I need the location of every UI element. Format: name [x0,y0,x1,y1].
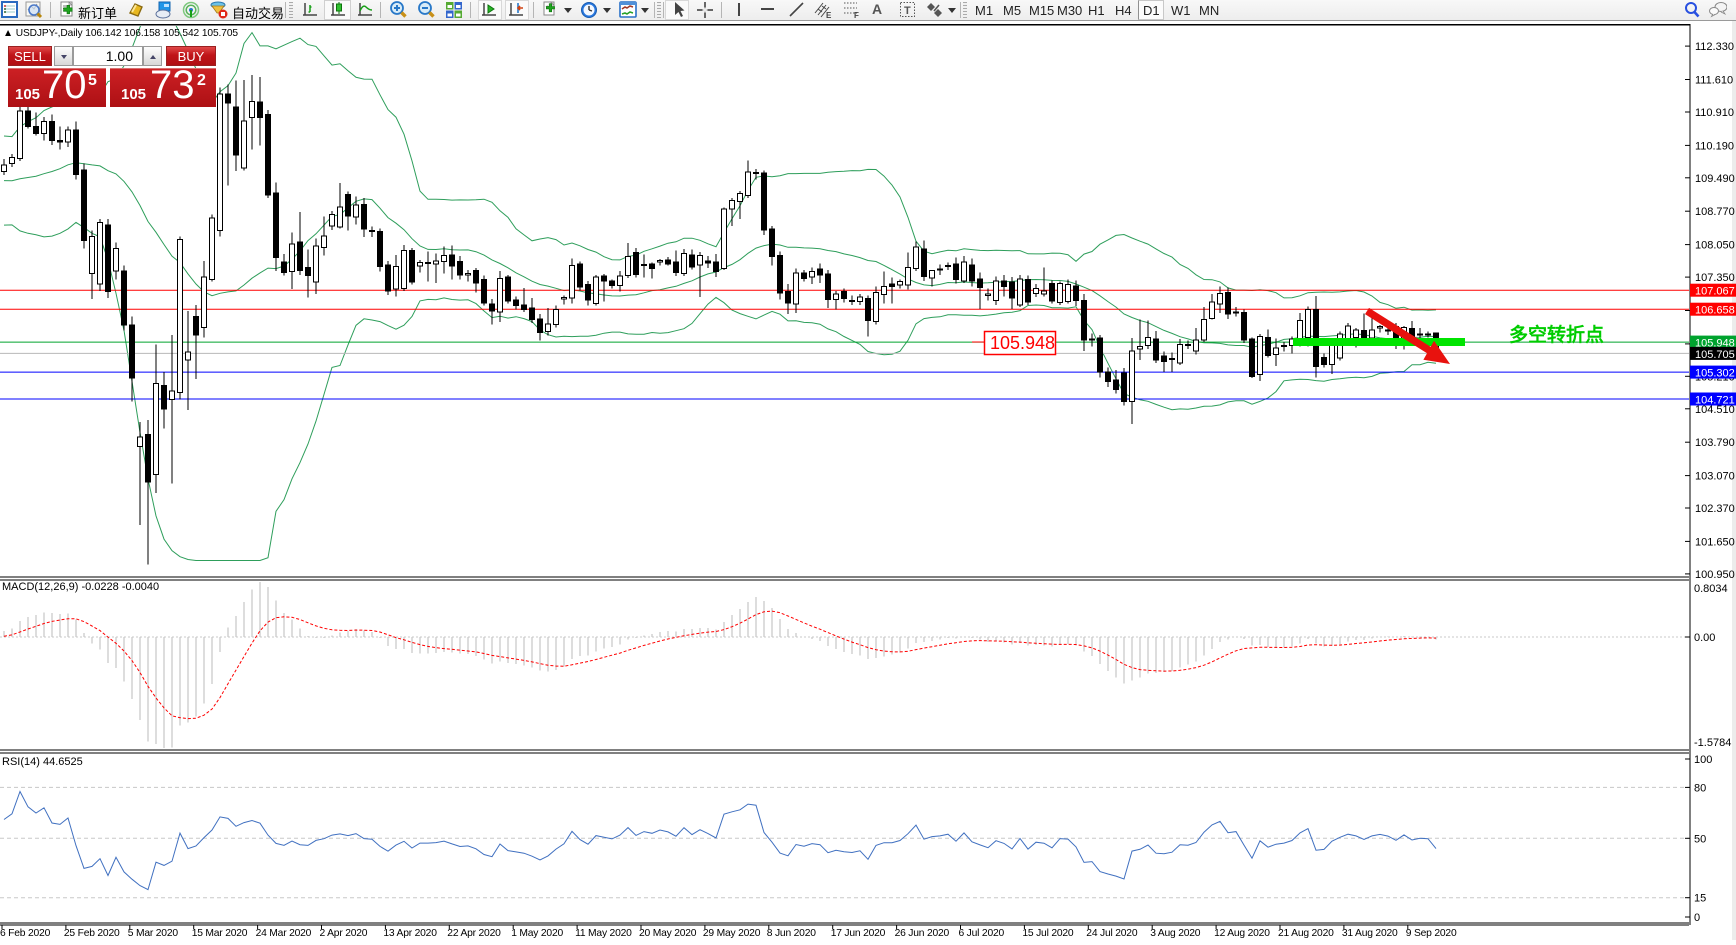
svg-text:25 Feb 2020: 25 Feb 2020 [64,928,120,939]
svg-text:100.950: 100.950 [1695,569,1735,581]
svg-text:24 Jul 2020: 24 Jul 2020 [1086,928,1138,939]
svg-text:11 May 2020: 11 May 2020 [575,928,632,939]
svg-text:22 Apr 2020: 22 Apr 2020 [447,928,501,939]
svg-text:0.00: 0.00 [1694,632,1715,644]
svg-text:107.350: 107.350 [1695,272,1735,284]
svg-text:105.705: 105.705 [1695,349,1735,361]
svg-text:15 Jul 2020: 15 Jul 2020 [1022,928,1074,939]
svg-text:2 Apr 2020: 2 Apr 2020 [320,928,368,939]
svg-text:多空转折点: 多空转折点 [1509,323,1604,346]
svg-text:17 Jun 2020: 17 Jun 2020 [831,928,886,939]
svg-text:RSI(14) 44.6525: RSI(14) 44.6525 [2,756,83,768]
svg-text:100: 100 [1694,754,1712,766]
svg-text:T: T [904,5,911,17]
svg-text:9 Sep 2020: 9 Sep 2020 [1406,928,1457,939]
svg-text:MACD(12,26,9) -0.0228 -0.0040: MACD(12,26,9) -0.0228 -0.0040 [2,581,159,593]
svg-text:26 Jun 2020: 26 Jun 2020 [895,928,950,939]
svg-text:112.330: 112.330 [1695,41,1734,53]
svg-text:102.370: 102.370 [1695,503,1735,515]
svg-text:13 Apr 2020: 13 Apr 2020 [383,928,437,939]
svg-text:108.050: 108.050 [1695,240,1735,252]
svg-text:103.790: 103.790 [1695,437,1735,449]
svg-text:31 Aug 2020: 31 Aug 2020 [1342,928,1398,939]
svg-text:101.650: 101.650 [1695,536,1735,548]
svg-text:-1.5784: -1.5784 [1694,737,1731,749]
svg-text:110.910: 110.910 [1695,107,1734,119]
svg-text:8 Jun 2020: 8 Jun 2020 [767,928,816,939]
svg-text:0.8034: 0.8034 [1694,583,1728,595]
svg-text:15 Mar 2020: 15 Mar 2020 [192,928,248,939]
svg-text:103.070: 103.070 [1695,471,1735,483]
svg-text:104.510: 104.510 [1695,404,1735,416]
svg-text:F: F [854,11,859,19]
svg-text:15: 15 [1694,893,1706,905]
svg-text:109.490: 109.490 [1695,173,1735,185]
svg-text:104.721: 104.721 [1695,395,1735,407]
svg-text:24 Mar 2020: 24 Mar 2020 [256,928,312,939]
svg-text:110.190: 110.190 [1695,140,1734,152]
svg-text:6 Jul 2020: 6 Jul 2020 [959,928,1005,939]
svg-text:105.948: 105.948 [1695,338,1735,350]
svg-text:▲ USDJPY-,Daily 106.142 106.1: ▲ USDJPY-,Daily 106.142 106.158 105.542 … [3,28,238,39]
svg-text:105.948: 105.948 [990,333,1055,353]
svg-text:105.302: 105.302 [1695,368,1735,380]
svg-text:5 Mar 2020: 5 Mar 2020 [128,928,179,939]
svg-text:108.770: 108.770 [1695,206,1735,218]
svg-text:111.610: 111.610 [1695,75,1733,87]
svg-text:106.658: 106.658 [1695,305,1735,317]
svg-text:21 Aug 2020: 21 Aug 2020 [1278,928,1334,939]
svg-text:3 Aug 2020: 3 Aug 2020 [1150,928,1201,939]
svg-text:0: 0 [1694,912,1700,924]
svg-text:107.067: 107.067 [1695,286,1735,298]
svg-text:12 Aug 2020: 12 Aug 2020 [1214,928,1270,939]
svg-text:20 May 2020: 20 May 2020 [639,928,697,939]
svg-text:6 Feb 2020: 6 Feb 2020 [0,928,51,939]
svg-text:29 May 2020: 29 May 2020 [703,928,761,939]
svg-text:E: E [826,11,832,19]
svg-text:1 May 2020: 1 May 2020 [511,928,563,939]
svg-text:80: 80 [1694,782,1706,794]
svg-text:50: 50 [1694,833,1706,845]
